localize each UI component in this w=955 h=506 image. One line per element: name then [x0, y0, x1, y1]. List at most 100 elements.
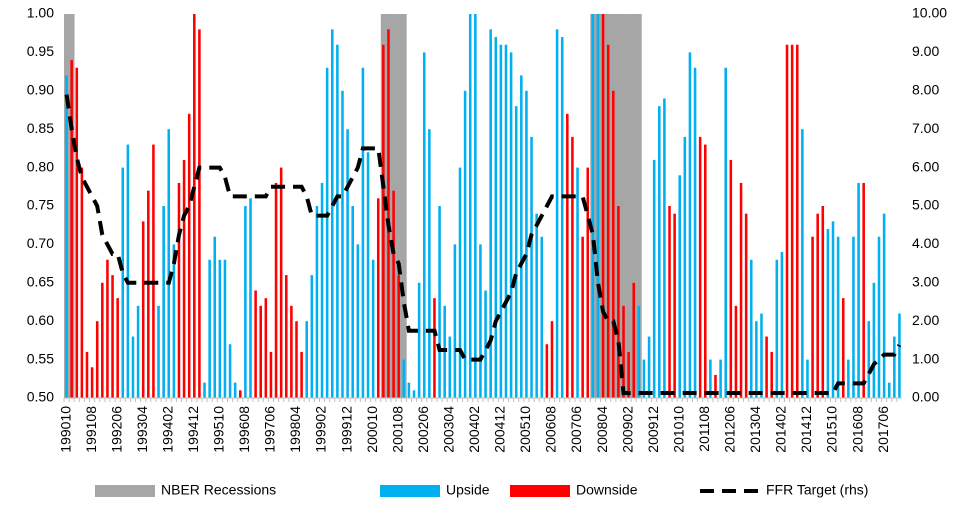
bar: [203, 382, 206, 398]
bar: [760, 313, 763, 398]
x-tick-label: 200304: [440, 406, 456, 453]
bar: [816, 213, 819, 398]
bar: [433, 298, 436, 398]
bar: [392, 190, 395, 398]
x-tick-label: 199206: [108, 406, 124, 453]
x-tick-label: 201510: [824, 406, 840, 453]
x-tick-label: 199804: [287, 406, 303, 453]
bar: [468, 14, 472, 398]
bar: [560, 37, 564, 398]
legend-label: FFR Target (rhs): [766, 482, 868, 498]
bar: [714, 374, 717, 398]
bar: [239, 390, 242, 398]
bar: [693, 67, 697, 398]
x-tick-label: 200912: [645, 406, 661, 453]
bar: [591, 14, 595, 398]
bar: [131, 336, 135, 398]
bar: [893, 336, 896, 398]
x-tick-label: 201706: [875, 406, 891, 453]
bar: [382, 44, 385, 398]
bar: [402, 359, 406, 398]
y-tick-label: 0.55: [27, 350, 54, 366]
ffr-line: [64, 94, 902, 395]
bar: [80, 167, 84, 398]
bar: [755, 321, 758, 398]
bar: [719, 359, 722, 398]
bar: [540, 236, 544, 398]
bar: [193, 14, 196, 398]
bar: [606, 44, 610, 398]
x-tick-label: 199706: [262, 406, 278, 453]
bar: [325, 67, 329, 398]
recession-band: [626, 14, 632, 398]
bar: [877, 236, 881, 398]
bar: [422, 52, 426, 399]
bar: [336, 44, 339, 398]
bar: [284, 275, 288, 398]
legend-swatch: [380, 485, 440, 497]
bar: [463, 90, 467, 399]
x-tick-label: 201402: [773, 406, 789, 453]
bar: [882, 213, 886, 398]
bar: [249, 198, 252, 398]
y-tick-label: 0.95: [27, 43, 54, 59]
bar: [172, 244, 176, 398]
x-tick-label: 200010: [364, 406, 380, 453]
bar: [867, 321, 871, 398]
bar: [101, 282, 104, 398]
y2-tick-label: 10.00: [912, 5, 947, 21]
bar: [872, 282, 876, 398]
bar: [612, 90, 615, 399]
bar: [126, 144, 130, 398]
bar: [622, 305, 625, 398]
bar: [836, 236, 840, 398]
recession-band: [401, 14, 407, 398]
x-tick-label: 200108: [389, 406, 405, 453]
bar: [95, 321, 99, 398]
x-tick-label: 201608: [849, 406, 865, 453]
y2-tick-label: 4.00: [912, 235, 939, 251]
bar: [341, 90, 344, 399]
bar: [749, 259, 753, 398]
x-tick-label: 199010: [57, 406, 73, 453]
bar: [566, 113, 569, 398]
bar: [213, 236, 217, 398]
x-tick-label: 201304: [747, 406, 763, 453]
x-tick-label: 200510: [517, 406, 533, 453]
recession-band: [636, 14, 642, 398]
bar: [504, 44, 508, 398]
x-tick-label: 201010: [670, 406, 686, 453]
bar: [775, 259, 779, 398]
bar: [698, 136, 702, 398]
bar: [709, 359, 712, 398]
bar: [412, 390, 416, 398]
bar: [233, 382, 237, 398]
y2-tick-label: 5.00: [912, 197, 939, 213]
bar: [683, 136, 687, 398]
y2-tick-label: 1.00: [912, 350, 939, 366]
bar: [627, 351, 630, 398]
y2-tick-label: 8.00: [912, 82, 939, 98]
bar: [387, 29, 390, 399]
bar: [642, 359, 646, 398]
bar: [254, 290, 257, 398]
bar: [663, 98, 666, 398]
bar: [652, 159, 656, 398]
bar: [688, 52, 692, 399]
x-tick-label: 199608: [236, 406, 252, 453]
bar: [116, 298, 119, 398]
bar: [136, 305, 140, 398]
x-tick-label: 201108: [696, 406, 712, 452]
x-tick-label: 199412: [185, 406, 201, 453]
bar: [259, 305, 263, 398]
bar: [106, 259, 109, 398]
bar: [806, 359, 809, 398]
y-tick-label: 0.75: [27, 197, 54, 213]
bar: [295, 321, 298, 398]
bar: [586, 167, 590, 398]
x-tick-label: 200402: [466, 406, 482, 453]
bar: [673, 213, 676, 398]
bar: [438, 206, 441, 398]
bar: [315, 206, 319, 398]
